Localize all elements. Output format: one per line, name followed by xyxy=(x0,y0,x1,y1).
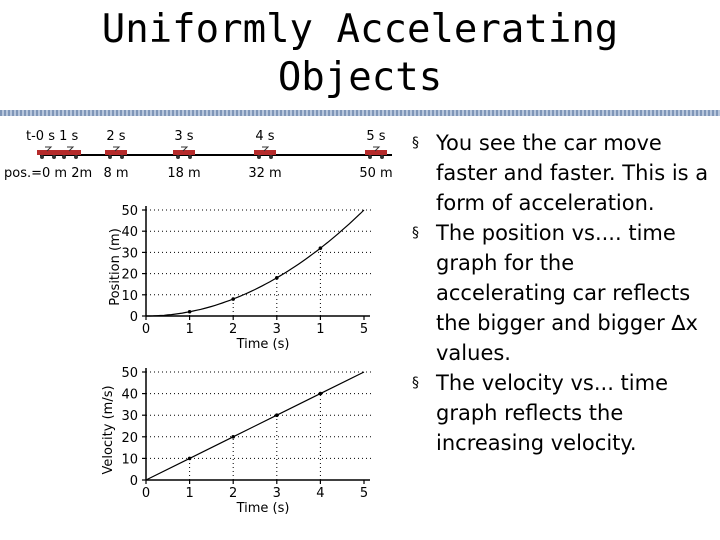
strip-time-label: 5 s xyxy=(366,129,385,144)
car-marker xyxy=(365,146,387,159)
x-tick-label: 5 xyxy=(360,486,368,501)
y-tick-label: 0 xyxy=(130,310,138,325)
strip-time-label: t-0 s 1 s xyxy=(26,129,79,144)
y-tick-label: 20 xyxy=(121,268,138,283)
y-axis-label: Velocity (m/s) xyxy=(101,385,116,474)
data-point xyxy=(318,391,323,396)
bullet-marker: § xyxy=(412,225,419,241)
y-axis-label: Position (m) xyxy=(108,228,123,306)
slide-title: Uniformly Accelerating Objects xyxy=(0,6,720,102)
strip-time-label: 3 s xyxy=(174,129,193,144)
bullet-item: § The velocity vs... time graph reflects… xyxy=(410,368,710,458)
bullet-item: § The position vs.... time graph for the… xyxy=(410,218,710,368)
strip-time-label: 4 s xyxy=(255,129,274,144)
data-point xyxy=(318,246,323,250)
y-tick-label: 10 xyxy=(121,289,138,304)
series-line xyxy=(145,371,365,481)
y-tick-label: 50 xyxy=(121,366,138,381)
y-tick-label: 40 xyxy=(121,225,138,240)
title-line-1: Uniformly Accelerating xyxy=(101,7,619,52)
x-tick-label: 0 xyxy=(142,486,150,501)
strip-position-label: 50 m xyxy=(359,166,392,181)
y-tick-label: 0 xyxy=(130,474,138,489)
bullet-text: The velocity vs... time graph reflects t… xyxy=(436,371,668,455)
x-tick-label: 2 xyxy=(229,486,237,501)
data-point xyxy=(187,456,192,461)
car-marker xyxy=(59,146,81,159)
x-axis-label: Time (s) xyxy=(236,501,290,516)
series-line xyxy=(146,209,365,317)
car-marker xyxy=(37,146,59,159)
x-tick-label: 3 xyxy=(273,322,281,337)
data-point xyxy=(231,435,235,439)
data-point xyxy=(275,276,279,280)
strip-time-label: 2 s xyxy=(106,129,125,144)
x-tick-label: 3 xyxy=(273,486,281,501)
y-tick-label: 20 xyxy=(121,431,138,446)
strip-position-label: pos.=0 m 2m xyxy=(4,166,92,181)
x-tick-label: 2 xyxy=(229,322,237,337)
x-axis-label: Time (s) xyxy=(236,337,290,352)
data-point xyxy=(275,413,279,418)
x-tick-label: 0 xyxy=(142,322,150,337)
data-point xyxy=(187,309,192,314)
x-tick-label: 4 xyxy=(316,486,324,501)
y-tick-label: 30 xyxy=(121,246,138,261)
strip-position-label: 32 m xyxy=(248,166,281,181)
chart-velocity: 0 10 20 30 40 50 0 1 2 3 4 5 Time (s) Velocity (m/s) xyxy=(101,366,374,516)
x-tick-label: 1 xyxy=(185,322,193,337)
x-tick-label: 5 xyxy=(360,322,368,337)
y-tick-label: 40 xyxy=(121,388,138,403)
data-point xyxy=(231,297,235,301)
bullet-text: You see the car move faster and faster. … xyxy=(436,131,709,215)
strip-position-label: 8 m xyxy=(103,166,128,181)
car-marker xyxy=(105,146,127,159)
title-line-2: Objects xyxy=(277,55,443,100)
x-tick-label: 1 xyxy=(185,486,193,501)
y-tick-label: 30 xyxy=(121,409,138,424)
bullet-list: § You see the car move faster and faster… xyxy=(410,128,710,458)
chart-position: 0 10 20 30 40 50 0 1 2 3 1 5 Time (s) Position (m) xyxy=(108,204,374,352)
bullet-marker: § xyxy=(412,135,419,151)
x-tick-label: 1 xyxy=(316,322,324,337)
y-tick-label: 50 xyxy=(121,204,138,219)
car-marker xyxy=(254,146,276,159)
y-tick-label: 10 xyxy=(121,452,138,467)
bullet-text: The position vs.... time graph for the a… xyxy=(436,221,698,365)
strip-position-label: 18 m xyxy=(167,166,200,181)
car-marker xyxy=(173,146,195,159)
bullet-marker: § xyxy=(412,375,419,391)
title-divider xyxy=(0,110,720,116)
bullet-item: § You see the car move faster and faster… xyxy=(410,128,710,218)
